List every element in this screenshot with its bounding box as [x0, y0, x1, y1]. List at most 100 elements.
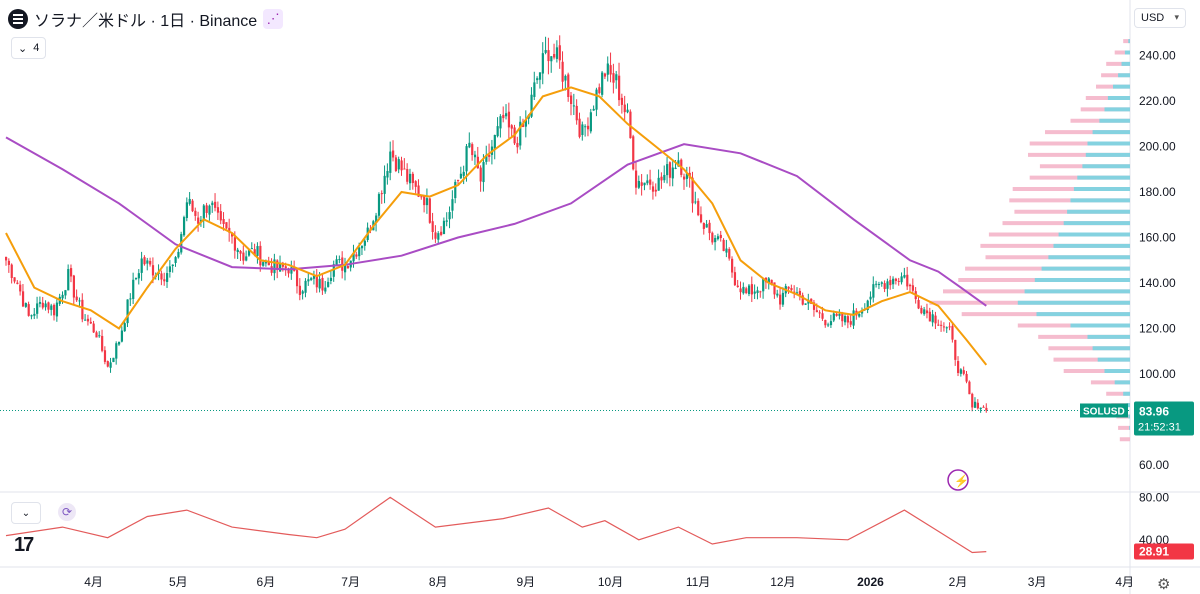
volume-profile-bar-up — [1128, 39, 1130, 44]
candle-down — [440, 231, 443, 235]
candle-down — [191, 200, 194, 212]
candle-up — [236, 249, 239, 253]
volume-profile-bar-down — [1106, 391, 1130, 396]
candle-up — [442, 220, 446, 235]
volume-profile-bar-down — [1119, 437, 1130, 442]
candle-up — [109, 362, 112, 368]
candle-down — [586, 125, 590, 130]
candle-up — [126, 299, 129, 324]
price-tick-label: 180.00 — [1139, 185, 1176, 199]
candle-down — [259, 245, 262, 266]
candle-down — [634, 170, 638, 188]
price-tick-label: 220.00 — [1139, 94, 1176, 108]
candle-down — [759, 291, 762, 293]
candle-down — [287, 269, 290, 274]
candle-up — [519, 121, 522, 146]
time-tick-label: 10月 — [598, 575, 623, 589]
candle-down — [722, 239, 725, 251]
candle-up — [279, 262, 282, 272]
candle-up — [304, 280, 307, 293]
candle-down — [21, 291, 25, 307]
indicators-toggle[interactable]: ⌄ 4 — [11, 37, 47, 59]
candle-up — [375, 215, 378, 223]
candle-up — [64, 290, 67, 296]
candle-down — [406, 169, 409, 182]
candle-up — [166, 273, 169, 282]
candle-up — [677, 160, 680, 167]
candle-up — [389, 151, 392, 173]
candle-up — [524, 120, 527, 127]
candle-up — [973, 401, 977, 408]
candle-down — [570, 95, 573, 105]
price-tick-label: 100.00 — [1139, 367, 1176, 381]
candle-up — [796, 292, 799, 294]
candle-down — [214, 201, 217, 208]
candle-up — [584, 126, 587, 128]
rsi-collapse-button[interactable]: ⌄ — [11, 502, 41, 524]
candle-down — [417, 185, 420, 197]
candle-up — [468, 142, 471, 148]
candle-up — [327, 281, 330, 287]
candle-down — [346, 265, 350, 269]
candle-down — [567, 74, 570, 97]
candle-down — [479, 167, 482, 182]
candle-up — [38, 302, 42, 304]
candle-up — [869, 296, 872, 300]
price-tick-label: 240.00 — [1139, 49, 1176, 63]
candle-up — [129, 298, 132, 300]
tradingview-logo[interactable]: 17 — [14, 534, 34, 556]
gear-icon[interactable]: ⚙ — [1157, 576, 1171, 593]
candle-down — [906, 274, 909, 287]
candle-up — [776, 293, 779, 296]
candle-up — [762, 278, 765, 292]
candle-up — [36, 303, 39, 314]
candle-up — [425, 198, 429, 206]
volume-profile-bar-up — [1121, 61, 1130, 66]
candle-up — [685, 173, 689, 179]
candle-down — [951, 326, 954, 340]
volume-profile-bar-down — [1053, 357, 1130, 362]
candle-down — [598, 87, 601, 94]
candle-up — [827, 324, 830, 326]
candle-up — [858, 313, 861, 317]
candle-down — [965, 373, 968, 382]
candle-up — [185, 202, 188, 218]
currency-select[interactable]: USD ▾ — [1134, 8, 1186, 28]
chevron-down-icon: ⌄ — [18, 42, 28, 55]
candle-down — [219, 211, 222, 221]
candle-down — [787, 286, 790, 289]
share-icon[interactable]: ⋰ — [263, 9, 284, 29]
candle-up — [544, 50, 547, 53]
candle-up — [892, 278, 895, 285]
candle-up — [852, 310, 855, 326]
candle-up — [250, 248, 253, 250]
sync-icon[interactable]: ⟳ — [58, 503, 76, 521]
candle-up — [595, 89, 598, 110]
candle-up — [459, 173, 463, 179]
price-tick-label: 200.00 — [1139, 140, 1176, 154]
candle-down — [976, 402, 979, 409]
symbol-title[interactable]: ソラナ／米ドル · 1日 · Binance — [34, 13, 258, 30]
candle-down — [101, 335, 104, 351]
candle-down — [928, 311, 931, 322]
candle-up — [115, 343, 118, 359]
candle-down — [699, 214, 703, 223]
candle-up — [643, 182, 646, 186]
candle-down — [242, 252, 245, 261]
candle-down — [733, 272, 737, 286]
candle-up — [146, 260, 149, 264]
volume-profile-bar-up — [1124, 50, 1130, 55]
candle-down — [47, 302, 50, 310]
candle-down — [222, 219, 225, 224]
rsi-tick-label: 40.00 — [1139, 533, 1169, 547]
candle-up — [256, 246, 259, 256]
candle-up — [363, 240, 366, 246]
volume-profile-bar-up — [1092, 346, 1130, 351]
candle-up — [312, 275, 316, 279]
candle-down — [205, 205, 208, 213]
candle-down — [957, 361, 960, 373]
candle-down — [321, 277, 324, 291]
volume-profile-bar-up — [1113, 84, 1130, 89]
candle-up — [352, 253, 355, 262]
